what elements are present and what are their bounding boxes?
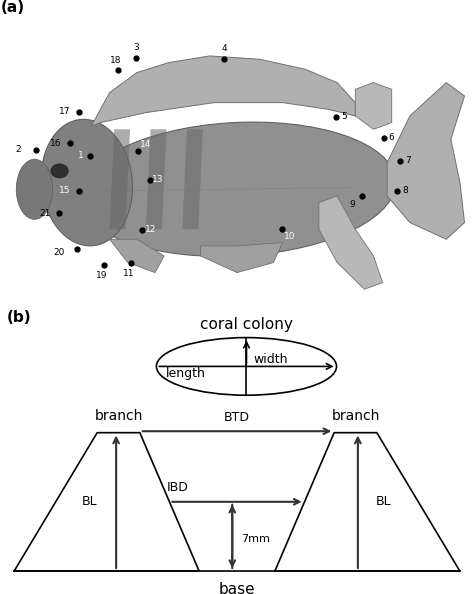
Polygon shape — [356, 83, 392, 129]
Text: (a): (a) — [0, 0, 25, 15]
Text: 18: 18 — [110, 56, 121, 65]
Text: 10: 10 — [284, 232, 295, 241]
Text: 20: 20 — [54, 248, 65, 257]
Text: 16: 16 — [50, 139, 62, 148]
Text: 13: 13 — [152, 175, 164, 184]
Text: 7: 7 — [405, 156, 411, 165]
Ellipse shape — [51, 164, 68, 178]
Text: 19: 19 — [96, 271, 108, 280]
Text: 12: 12 — [145, 225, 156, 235]
Text: 17: 17 — [59, 108, 71, 116]
Text: base: base — [219, 582, 255, 594]
Text: branch: branch — [94, 409, 143, 422]
Ellipse shape — [78, 122, 396, 257]
Polygon shape — [319, 196, 383, 289]
Text: branch: branch — [331, 409, 380, 422]
Polygon shape — [109, 129, 130, 229]
Polygon shape — [182, 129, 203, 229]
Polygon shape — [201, 242, 283, 273]
Text: 15: 15 — [59, 187, 71, 195]
Text: BTD: BTD — [224, 411, 250, 424]
Polygon shape — [91, 56, 356, 126]
Text: 8: 8 — [402, 187, 408, 195]
Text: 1: 1 — [78, 151, 83, 160]
Text: 5: 5 — [341, 112, 347, 121]
Text: 6: 6 — [389, 133, 394, 142]
Text: 21: 21 — [39, 208, 51, 218]
Text: 4: 4 — [221, 44, 227, 53]
Text: 14: 14 — [140, 140, 152, 148]
Text: 2: 2 — [16, 146, 21, 154]
Text: 11: 11 — [123, 270, 135, 279]
Polygon shape — [146, 129, 166, 229]
Text: width: width — [254, 353, 288, 366]
Text: BL: BL — [82, 495, 98, 508]
Text: BL: BL — [376, 495, 392, 508]
Text: IBD: IBD — [167, 481, 189, 494]
Text: 3: 3 — [133, 43, 139, 52]
Polygon shape — [387, 83, 465, 239]
Ellipse shape — [16, 159, 53, 219]
Ellipse shape — [41, 119, 133, 246]
Text: 7mm: 7mm — [241, 534, 270, 544]
Text: 9: 9 — [349, 200, 355, 208]
Text: coral colony: coral colony — [200, 317, 293, 332]
Polygon shape — [109, 239, 164, 273]
Text: (b): (b) — [7, 310, 32, 326]
Text: length: length — [166, 367, 206, 380]
